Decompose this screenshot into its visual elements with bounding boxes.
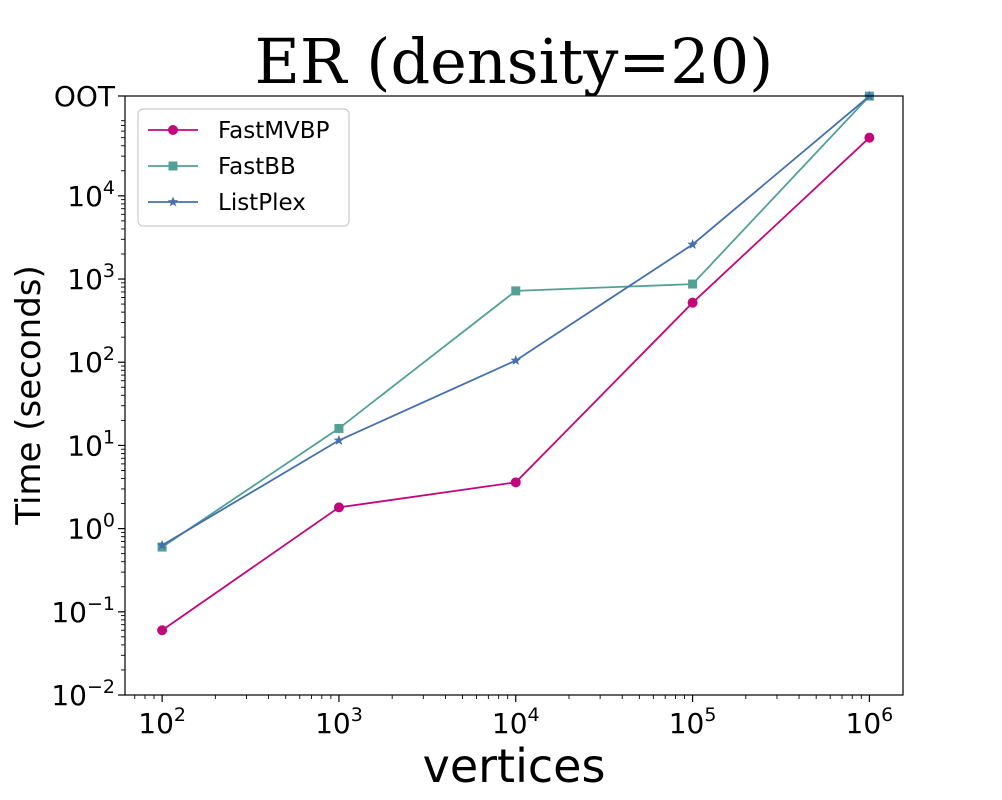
chart-title: ER (density=20) [255,25,774,98]
x-tick-label: 105 [669,704,717,740]
y-tick-label: 101 [67,426,115,462]
plot-frame [124,95,904,696]
y-tick-label: 100 [67,510,115,546]
x-tick-label: 102 [138,704,186,740]
legend-box [137,108,350,227]
y-tick-label: OOT [54,80,116,113]
x-tick-labels: 102 103 104 105 106 [138,704,893,740]
major-ticks [118,95,871,702]
legend: FastMVBP FastBB ListPlex [137,108,350,227]
x-axis-label: vertices [423,739,606,793]
data-point-listplex [687,239,698,249]
data-point-fastmvbp [687,297,698,308]
y-tick-label: 10−2 [51,676,115,712]
x-tick-label: 106 [846,704,894,740]
data-point-fastbb [511,286,521,296]
legend-marker-listplex [167,196,179,207]
legend-label-fastmvbp: FastMVBP [218,118,330,144]
data-point-fastmvbp [333,502,344,513]
y-tick-label: 103 [67,260,115,296]
y-tick-labels: 10−2 10−1 100 101 102 103 104 OOT [51,80,116,712]
x-tick-label: 104 [492,704,540,740]
series-fastmvbp [157,132,875,636]
data-point-fastmvbp [157,625,168,636]
data-point-listplex [333,434,345,445]
data-point-fastbb [334,423,344,433]
data-point-fastmvbp [864,132,875,143]
series-layer [156,90,875,636]
legend-marker-fastmvbp [168,125,178,135]
y-tick-label: 104 [67,177,115,213]
y-axis-label: Time (seconds) [9,265,49,526]
y-tick-label: 102 [67,343,115,379]
x-tick-label: 103 [315,704,363,740]
data-point-listplex [156,539,168,550]
data-point-fastmvbp [510,477,521,488]
data-point-listplex [510,355,521,365]
minor-ticks [121,120,862,699]
legend-label-listplex: ListPlex [218,190,306,216]
legend-label-fastbb: FastBB [218,154,296,180]
y-tick-label: 10−1 [51,593,115,629]
data-point-fastbb [688,279,698,289]
legend-marker-fastbb [168,161,178,171]
